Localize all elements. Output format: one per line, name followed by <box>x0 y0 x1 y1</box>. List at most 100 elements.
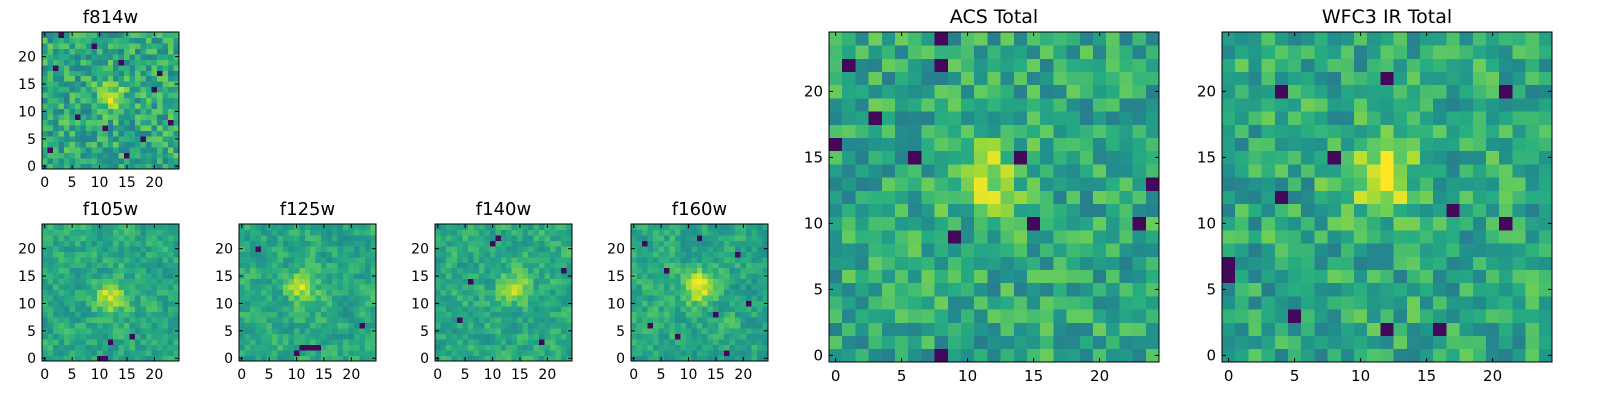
heatmap-cell <box>533 311 540 318</box>
axes-frame <box>630 223 769 362</box>
heatmap-cell <box>691 251 698 258</box>
heatmap-cell <box>80 37 87 44</box>
heatmap-cell <box>895 203 909 218</box>
heatmap-cell <box>47 262 54 269</box>
heatmap-cell <box>881 71 896 86</box>
heatmap-cell <box>829 177 843 191</box>
heatmap-cell <box>124 273 131 280</box>
heatmap-cell <box>751 229 758 236</box>
heatmap-cell <box>129 344 136 351</box>
heatmap-cell <box>1040 164 1054 178</box>
heatmap-cell <box>663 322 670 329</box>
heatmap-cell <box>157 344 163 351</box>
heatmap-cell <box>69 70 76 77</box>
heatmap-cell <box>1538 203 1553 218</box>
heatmap-cell <box>304 311 311 318</box>
heatmap-cell <box>685 300 692 307</box>
heatmap-cell <box>495 339 502 345</box>
heatmap-cell <box>451 350 458 356</box>
heatmap-cell <box>1380 269 1394 284</box>
heatmap-cell <box>359 273 366 280</box>
heatmap-cell <box>271 262 278 269</box>
heatmap-cell <box>168 262 174 269</box>
heatmap-cell <box>713 339 720 345</box>
heatmap-cell <box>528 224 535 230</box>
heatmap-cell <box>146 37 152 44</box>
heatmap-cell <box>332 284 339 291</box>
y-tick-label: 20 <box>18 242 36 258</box>
heatmap-cell <box>326 322 333 329</box>
heatmap-cell <box>1145 32 1160 46</box>
heatmap-cell <box>522 306 529 313</box>
heatmap-cell <box>326 251 333 258</box>
heatmap-cell <box>462 322 469 329</box>
heatmap-cell <box>751 339 758 345</box>
heatmap-cell <box>1274 348 1289 363</box>
heatmap-cell <box>1459 32 1474 46</box>
heatmap-cell <box>881 230 896 244</box>
heatmap-cell <box>987 177 1001 191</box>
heatmap-cell <box>129 267 136 274</box>
heatmap-cell <box>663 333 670 340</box>
heatmap-cell <box>69 322 76 329</box>
heatmap-cell <box>1027 296 1041 310</box>
y-tick-label: 20 <box>804 83 823 101</box>
heatmap-cell <box>440 273 447 280</box>
heatmap-cell <box>1222 243 1236 257</box>
heatmap-cell <box>332 224 339 230</box>
heatmap-cell <box>365 295 371 302</box>
heatmap-cell <box>107 103 114 110</box>
heatmap-cell <box>440 339 447 345</box>
heatmap-cell <box>1340 32 1355 46</box>
heatmap-cell <box>69 103 76 110</box>
heatmap-cell <box>107 311 114 318</box>
heatmap-cell <box>299 224 306 230</box>
heatmap-cell <box>157 70 163 77</box>
heatmap-cell <box>343 344 349 351</box>
heatmap-cell <box>47 256 54 263</box>
heatmap-cell <box>1367 348 1381 363</box>
heatmap-cell <box>934 269 949 284</box>
heatmap-cell <box>1512 98 1526 112</box>
heatmap-cell <box>462 256 469 263</box>
heatmap-cell <box>282 328 289 334</box>
heatmap-cell <box>1093 322 1107 336</box>
heatmap-cell <box>1354 256 1368 270</box>
heatmap-cell <box>315 262 322 269</box>
heatmap-cell <box>96 141 103 148</box>
heatmap-cell <box>1222 45 1236 59</box>
heatmap-cell <box>1013 124 1028 138</box>
heatmap-cell <box>1538 98 1553 112</box>
heatmap-cell <box>757 350 763 356</box>
heatmap-cell <box>1027 111 1041 125</box>
heatmap-cell <box>129 240 136 247</box>
heatmap-cell <box>881 190 896 204</box>
heatmap-cell <box>987 190 1001 204</box>
heatmap-cell <box>58 53 65 60</box>
heatmap-cell <box>440 322 447 329</box>
heatmap-cell <box>255 322 262 329</box>
heatmap-cell <box>42 262 48 269</box>
heatmap-cell <box>266 328 273 334</box>
heatmap-cell <box>157 306 163 313</box>
heatmap-cell <box>631 350 637 356</box>
heatmap-cell <box>348 278 355 285</box>
heatmap-cell <box>1367 45 1381 59</box>
heatmap-cell <box>451 333 458 340</box>
heatmap-cell <box>1314 124 1328 138</box>
heatmap-cell <box>440 256 447 263</box>
heatmap-cell <box>299 317 306 324</box>
heatmap-cell <box>489 245 496 252</box>
heatmap-cell <box>707 289 714 296</box>
heatmap-cell <box>140 262 147 269</box>
heatmap-cell <box>1446 137 1460 152</box>
heatmap-cell <box>1288 71 1302 86</box>
heatmap-cell <box>52 37 59 44</box>
heatmap-cell <box>829 256 843 270</box>
heatmap-cell <box>47 339 54 345</box>
heatmap-cell <box>829 84 843 99</box>
heatmap-cell <box>1288 256 1302 270</box>
heatmap-cell <box>881 296 896 310</box>
heatmap-cell <box>113 322 120 329</box>
heatmap-cell <box>1446 190 1460 204</box>
